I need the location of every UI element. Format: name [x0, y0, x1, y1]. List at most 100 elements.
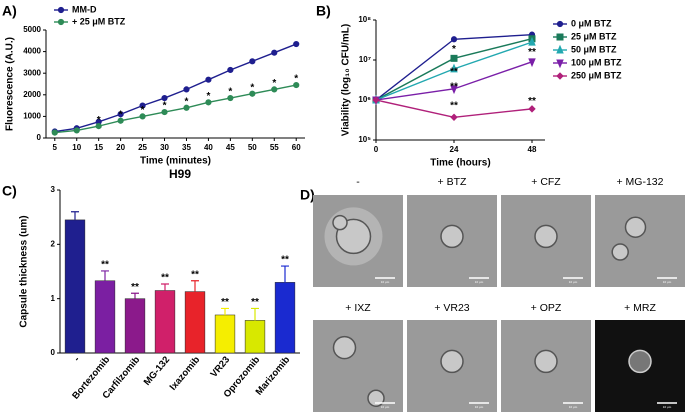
series — [372, 96, 536, 121]
x-tick-label: 25 — [138, 143, 147, 152]
scale-bar-label: 10 μm — [663, 405, 672, 409]
cell — [367, 389, 385, 407]
series — [51, 40, 300, 135]
significance: ** — [161, 273, 169, 284]
bar — [64, 219, 86, 354]
error-bar — [131, 292, 139, 299]
significance: ** — [221, 297, 229, 308]
marker — [528, 36, 536, 46]
image-label: + MRZ — [624, 302, 656, 314]
annotation: * — [452, 44, 456, 55]
panel-label: D) — [300, 187, 315, 203]
panel-label: B) — [316, 3, 331, 19]
marker — [183, 104, 190, 111]
bar — [124, 298, 146, 354]
y-tick-label: 5000 — [23, 25, 41, 34]
annotation: * — [185, 96, 189, 107]
marker — [450, 113, 458, 121]
legend-label: MM-D — [72, 4, 97, 14]
cell — [440, 224, 464, 249]
micrograph: 10 μm — [595, 320, 685, 412]
y-tick-label: 0 — [37, 133, 42, 142]
cell — [440, 349, 464, 374]
y-tick-label: 2 — [51, 239, 56, 248]
marker — [450, 54, 458, 62]
marker — [293, 81, 300, 89]
marker — [528, 105, 536, 113]
marker — [227, 94, 234, 102]
bar — [94, 280, 116, 354]
image-bg — [595, 195, 685, 287]
cell — [332, 214, 348, 231]
y-tick-label: 1 — [51, 294, 56, 303]
marker — [450, 85, 458, 95]
marker — [227, 66, 234, 74]
y-tick-label: 2000 — [23, 90, 41, 99]
micrograph: 10 μm — [407, 320, 497, 412]
scale-bar-label: 10 μm — [569, 405, 578, 409]
x-axis-label: Time (hours) — [430, 158, 490, 169]
scale-bar-label: 10 μm — [475, 405, 484, 409]
y-tick-label: 10⁷ — [359, 55, 371, 64]
error-bar — [251, 307, 259, 321]
line — [54, 43, 297, 133]
marker — [95, 123, 102, 130]
x-tick-label: 5 — [53, 143, 58, 152]
x-tick-label: 15 — [94, 143, 103, 152]
marker — [161, 94, 168, 102]
x-tick-label: 24 — [450, 145, 459, 154]
legend-label: 25 μM BTZ — [571, 31, 617, 41]
marker — [139, 113, 146, 120]
marker — [528, 58, 536, 68]
marker — [293, 40, 300, 48]
micrograph: 10 μm — [501, 195, 591, 287]
marker — [249, 90, 256, 97]
annotation: * — [272, 78, 276, 89]
micrograph: 10 μm — [407, 195, 497, 287]
annotation: ** — [528, 47, 536, 58]
legend-label: 0 μM BTZ — [571, 18, 612, 28]
x-tick-label: 35 — [182, 143, 191, 152]
x-tick-label: 50 — [248, 143, 257, 152]
x-tick-label: 20 — [116, 143, 125, 152]
marker — [450, 36, 458, 43]
x-tick-label: 10 — [72, 143, 81, 152]
cell — [534, 224, 558, 249]
image-label: + OPZ — [531, 302, 562, 314]
y-tick-label: 3000 — [23, 68, 41, 77]
annotation: * — [206, 91, 210, 102]
annotation: ** — [450, 101, 458, 112]
legend-marker — [556, 44, 564, 54]
y-tick-label: 10⁵ — [358, 135, 371, 144]
significance: ** — [131, 282, 139, 293]
annotation: * — [163, 101, 167, 112]
error-bar — [281, 265, 289, 283]
annotation: * — [97, 115, 101, 126]
legend-label: 250 μM BTZ — [571, 70, 622, 80]
image-bg — [313, 320, 403, 412]
x-tick-label: 40 — [204, 143, 213, 152]
scale-bar-label: 10 μm — [475, 280, 484, 284]
image-label: + CFZ — [531, 176, 561, 188]
error-bar — [191, 280, 199, 292]
series — [51, 81, 300, 136]
scale-bar-label: 10 μm — [663, 280, 672, 284]
significance: ** — [191, 269, 199, 280]
annotation: ** — [450, 82, 458, 93]
micrograph: 10 μm — [595, 195, 685, 287]
bar — [184, 291, 206, 354]
legend-label: + 25 μM BTZ — [72, 16, 126, 26]
marker — [271, 86, 278, 93]
error-bar — [161, 283, 169, 291]
legend-marker — [556, 72, 564, 80]
micrograph: 10 μm — [313, 195, 403, 287]
bar — [214, 314, 236, 354]
x-tick-label: Ixazomib — [168, 354, 203, 392]
marker — [183, 86, 190, 93]
y-tick-label: 4000 — [23, 47, 41, 56]
annotation: ** — [450, 66, 458, 77]
image-label: + MG-132 — [617, 176, 664, 188]
marker — [205, 99, 212, 106]
image-label: + IXZ — [345, 302, 371, 314]
marker — [205, 76, 212, 83]
